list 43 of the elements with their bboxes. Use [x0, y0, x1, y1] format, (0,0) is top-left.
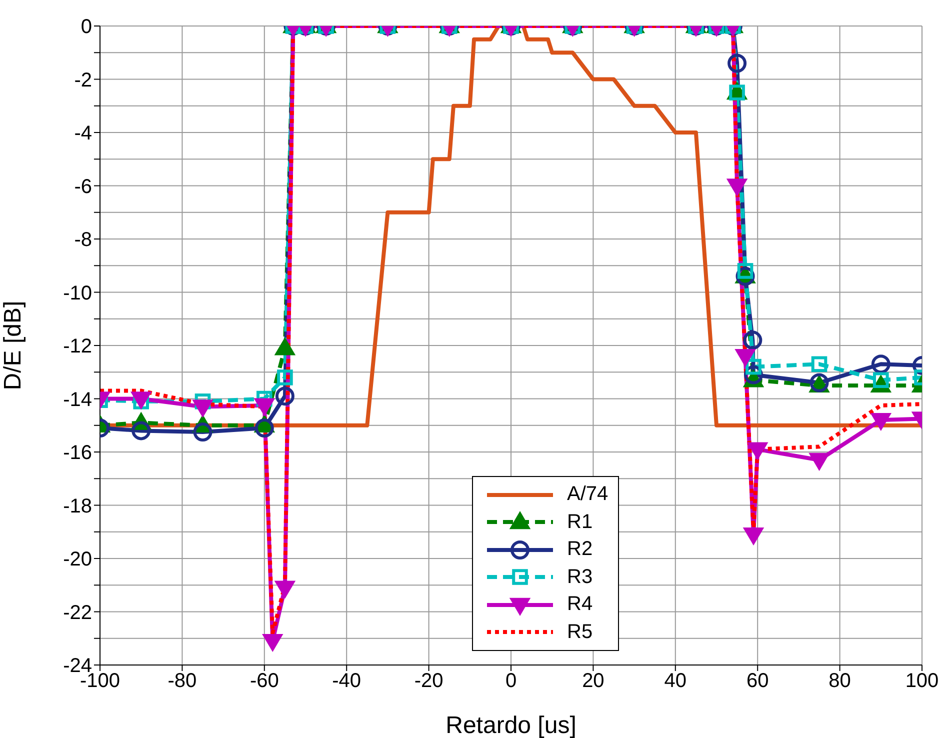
y-tick-label: -2 — [74, 69, 92, 92]
point — [811, 356, 828, 372]
legend-label: R3 — [567, 566, 593, 589]
y-tick-label: -8 — [74, 229, 92, 252]
point — [871, 354, 890, 374]
point — [728, 178, 747, 196]
point — [256, 390, 272, 407]
point — [743, 330, 762, 350]
legend-label: R1 — [567, 510, 593, 534]
y-tick-label: -22 — [63, 602, 92, 624]
point — [277, 370, 293, 386]
y-tick-label: -14 — [63, 388, 92, 411]
point — [193, 422, 212, 442]
legend-label: R4 — [567, 593, 593, 616]
y-axis-title: D/E [dB] — [0, 300, 27, 390]
x-tick-label: 80 — [828, 670, 851, 692]
y-tick-label: -4 — [74, 122, 92, 145]
x-tick-label: -60 — [250, 670, 279, 692]
point — [275, 386, 294, 406]
x-axis-title: Retardo [us] — [446, 712, 576, 738]
x-tick-label: -80 — [168, 670, 197, 692]
legend-label: R5 — [567, 620, 593, 644]
y-tick-label: -18 — [63, 495, 92, 518]
y-tick-label: 0 — [80, 16, 92, 38]
point — [254, 398, 274, 415]
point — [254, 418, 274, 438]
legend-label: R2 — [567, 538, 593, 562]
y-tick-label: -16 — [63, 442, 92, 464]
point — [746, 358, 762, 375]
x-tick-label: 40 — [664, 670, 687, 692]
point — [736, 349, 755, 366]
y-tick-label: -10 — [63, 282, 92, 304]
x-tick-label: 100 — [905, 670, 939, 692]
x-tick-label: 0 — [505, 670, 517, 692]
y-tick-label: -6 — [74, 176, 92, 198]
x-tick-label: 20 — [582, 670, 604, 692]
x-tick-label: 60 — [746, 670, 769, 692]
x-tick-label: -40 — [332, 670, 362, 692]
y-tick-label: -12 — [63, 336, 92, 358]
x-tick-label: -20 — [414, 670, 444, 692]
y-tick-label: -20 — [63, 548, 92, 571]
legend-label: A/74 — [567, 483, 608, 506]
point — [132, 421, 151, 440]
